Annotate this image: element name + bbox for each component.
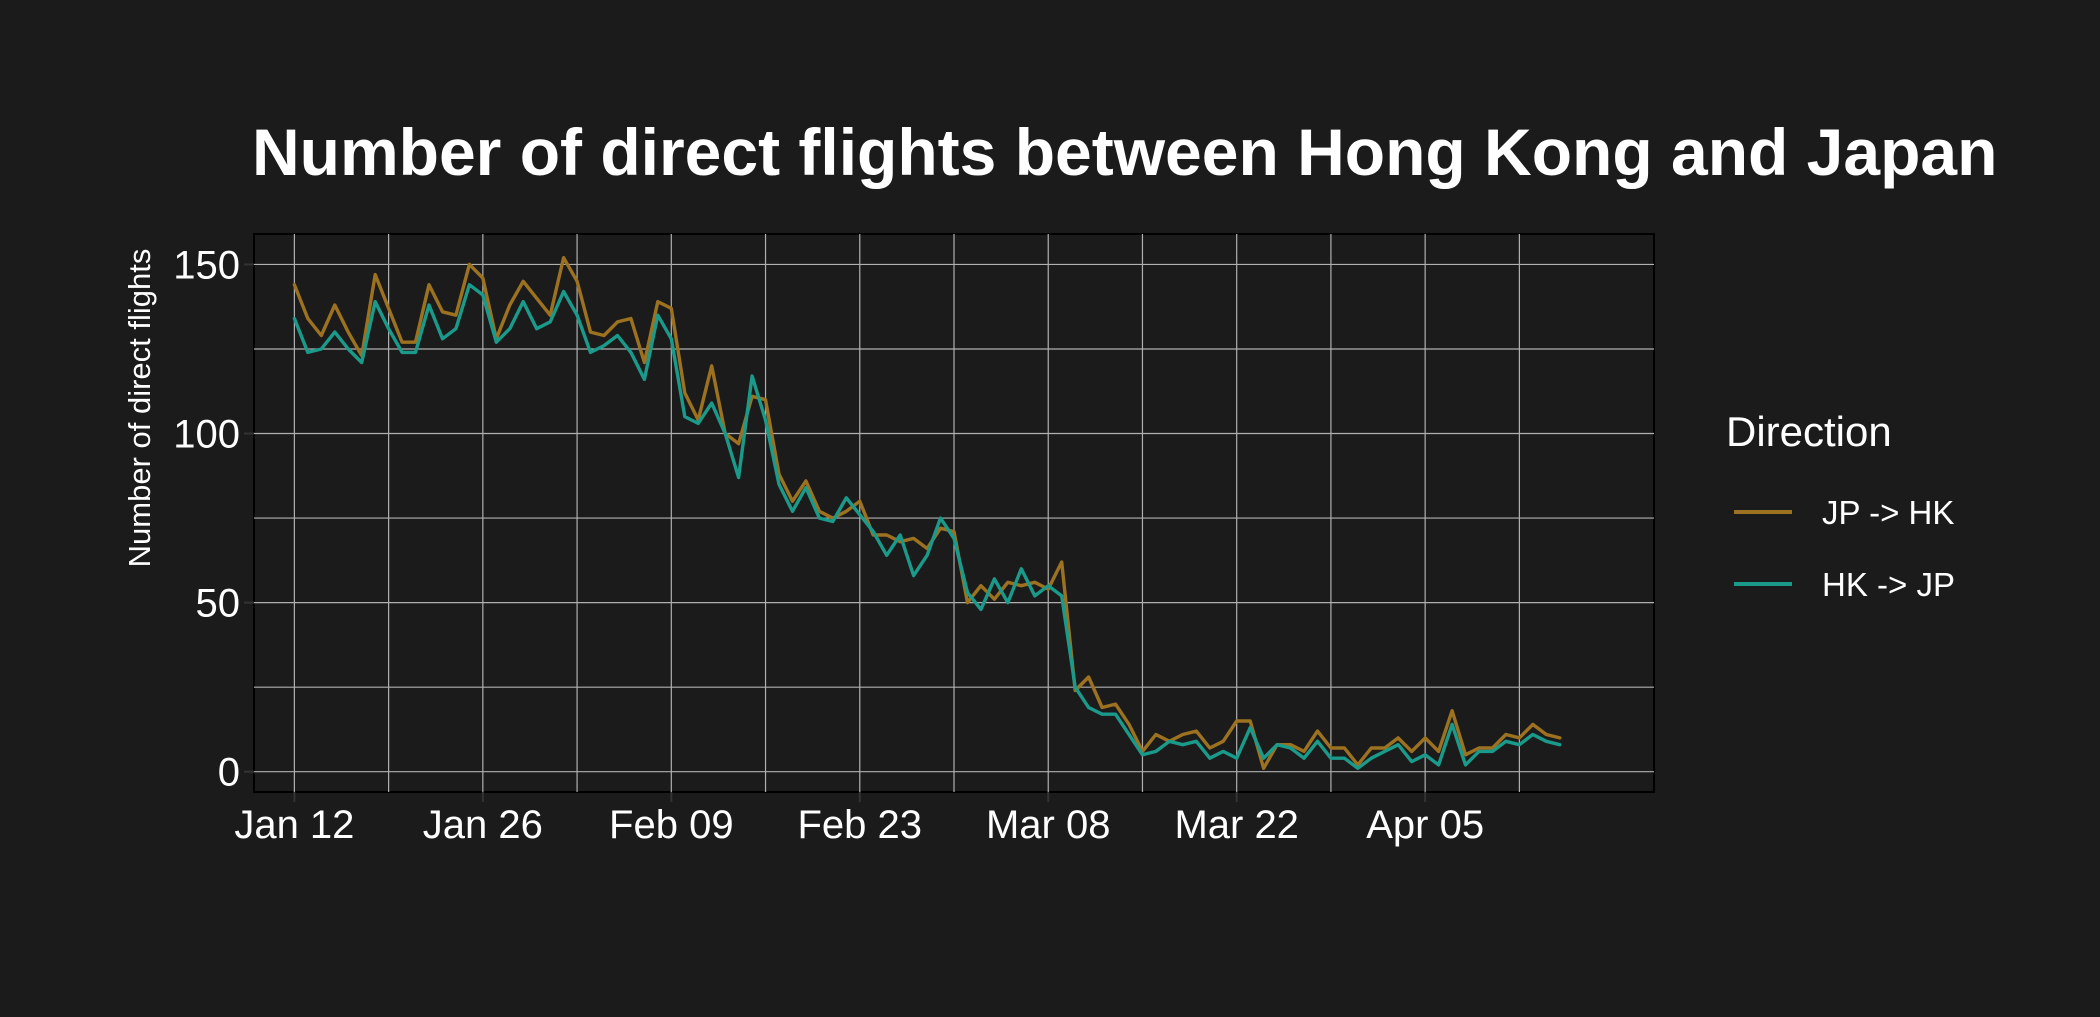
chart-title: Number of direct flights between Hong Ko… (252, 115, 1997, 189)
y-axis-label: Number of direct flights (122, 249, 157, 568)
x-tick-label-6: Apr 05 (1366, 803, 1484, 847)
legend-label-1: HK -> JP (1822, 566, 1955, 603)
x-axis: Jan 12 Jan 26 Feb 09 Feb 23 Mar 08 Mar 22 Apr … (234, 792, 1484, 847)
grid-major (254, 234, 1654, 792)
y-axis: 0 50 100 150 (173, 243, 254, 795)
grid-minor (254, 234, 1654, 792)
x-tick-label-5: Mar 22 (1174, 803, 1299, 847)
x-tick-label-2: Feb 09 (609, 803, 734, 847)
y-tick-label-0: 0 (218, 751, 240, 795)
x-tick-label-1: Jan 26 (423, 803, 543, 847)
x-tick-label-3: Feb 23 (798, 803, 923, 847)
y-tick-label-1: 50 (196, 582, 241, 626)
x-tick-label-4: Mar 08 (986, 803, 1111, 847)
series-group (292, 256, 1562, 770)
y-tick-label-3: 150 (173, 243, 240, 287)
series-line-0 (292, 256, 1562, 770)
legend-label-0: JP -> HK (1822, 494, 1954, 531)
legend: Direction JP -> HK HK -> JP (1726, 408, 1955, 603)
x-tick-label-0: Jan 12 (234, 803, 354, 847)
legend-title: Direction (1726, 408, 1892, 455)
y-tick-label-2: 100 (173, 413, 240, 457)
series-line-1 (292, 283, 1562, 770)
legend-items: JP -> HK HK -> JP (1734, 494, 1955, 603)
